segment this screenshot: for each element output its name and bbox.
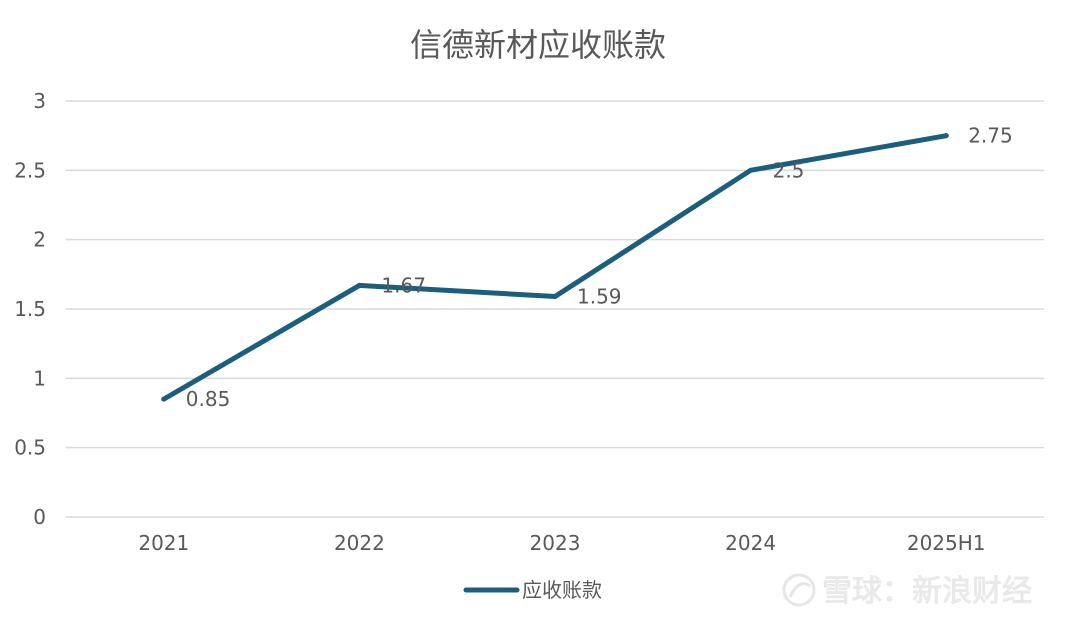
y-tick-label: 2	[33, 228, 46, 252]
x-tick-label: 2022	[334, 531, 385, 555]
data-label: 2.5	[773, 158, 805, 182]
legend-label: 应收账款	[522, 578, 602, 602]
data-point	[748, 167, 754, 173]
y-tick-label: 2.5	[14, 158, 46, 182]
data-labels: 0.85 1.67 1.59 2.5 2.75	[186, 124, 1013, 411]
data-label: 0.85	[186, 387, 231, 411]
x-tick-label: 2021	[138, 531, 189, 555]
snowball-logo-mark	[788, 582, 811, 598]
y-tick-label: 0.5	[14, 436, 46, 460]
x-tick-label: 2025H1	[907, 531, 986, 555]
data-point	[356, 282, 362, 288]
y-axis-ticks: 0 0.5 1 1.5 2 2.5 3	[14, 89, 46, 529]
data-point	[943, 133, 949, 139]
y-tick-label: 0	[33, 505, 46, 529]
watermark: 雪球：新浪财经	[782, 573, 1032, 609]
data-point	[161, 396, 167, 402]
data-label: 1.67	[381, 273, 426, 297]
data-point	[552, 294, 558, 300]
y-tick-label: 1.5	[14, 297, 46, 321]
watermark-text: 雪球：新浪财经	[822, 574, 1032, 609]
x-axis-ticks: 2021 2022 2023 2024 2025H1	[138, 531, 985, 555]
x-tick-label: 2024	[725, 531, 776, 555]
data-label: 2.75	[968, 124, 1013, 148]
series-layer	[161, 133, 949, 402]
x-tick-label: 2023	[530, 531, 581, 555]
y-tick-label: 1	[33, 366, 46, 390]
snowball-logo-icon	[782, 573, 816, 607]
chart-title: 信德新材应收账款	[410, 26, 666, 64]
gridlines	[66, 100, 1044, 518]
series-line	[161, 133, 949, 402]
legend: 应收账款	[463, 578, 602, 602]
y-tick-label: 3	[33, 89, 46, 113]
data-label: 1.59	[577, 285, 622, 309]
